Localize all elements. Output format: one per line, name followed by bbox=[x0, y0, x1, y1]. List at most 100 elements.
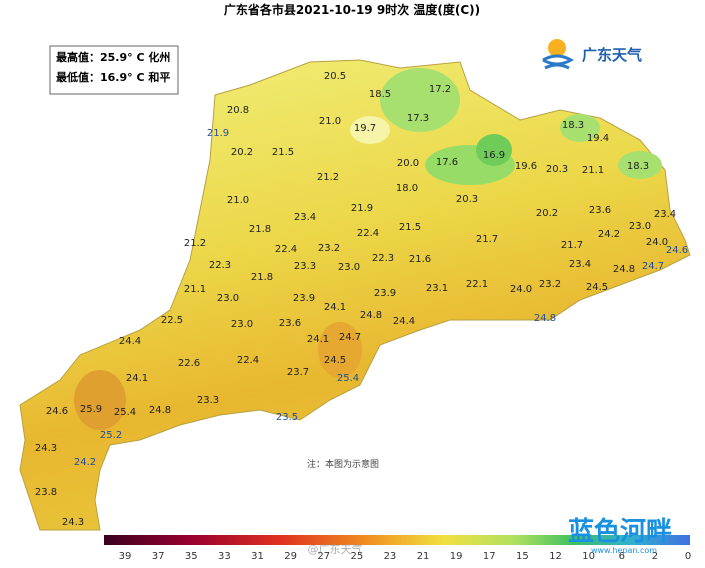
station-value: 23.6 bbox=[279, 318, 301, 329]
station-value: 21.2 bbox=[317, 172, 339, 183]
station-value: 20.3 bbox=[546, 164, 568, 175]
scale-tick-label: 29 bbox=[284, 551, 297, 562]
station-value: 23.0 bbox=[338, 262, 360, 273]
station-value: 22.4 bbox=[357, 228, 379, 239]
station-value: 22.4 bbox=[237, 355, 259, 366]
station-value: 24.1 bbox=[324, 302, 346, 313]
station-value: 22.3 bbox=[209, 260, 231, 271]
cool-region bbox=[476, 134, 512, 166]
station-value: 24.1 bbox=[307, 334, 329, 345]
station-value: 21.1 bbox=[184, 284, 206, 295]
cool-region bbox=[618, 151, 662, 179]
station-value: 23.4 bbox=[294, 212, 316, 223]
station-value: 24.5 bbox=[586, 282, 608, 293]
station-value: 21.5 bbox=[272, 147, 294, 158]
station-value: 21.5 bbox=[399, 222, 421, 233]
station-value: 23.0 bbox=[217, 293, 239, 304]
cool-region bbox=[380, 68, 460, 132]
scale-tick-label: 25 bbox=[350, 551, 363, 562]
scale-tick-label: 19 bbox=[450, 551, 463, 562]
station-value: 20.3 bbox=[456, 194, 478, 205]
note: 注：本图为示意图 bbox=[307, 458, 379, 470]
station-value: 18.5 bbox=[369, 89, 391, 100]
station-value: 20.5 bbox=[324, 71, 346, 82]
station-value: 24.3 bbox=[62, 517, 84, 528]
color-scale bbox=[104, 535, 690, 545]
station-value: 21.1 bbox=[582, 165, 604, 176]
station-value: 23.3 bbox=[197, 395, 219, 406]
station-value: 24.4 bbox=[119, 336, 141, 347]
station-value: 24.0 bbox=[646, 237, 668, 248]
station-value: 19.4 bbox=[587, 133, 609, 144]
scale-tick-label: 23 bbox=[384, 551, 397, 562]
station-value: 24.7 bbox=[339, 332, 361, 343]
station-value: 23.1 bbox=[426, 283, 448, 294]
logo-wave bbox=[542, 54, 575, 70]
station-value: 23.3 bbox=[294, 261, 316, 272]
scale-tick-label: 17 bbox=[483, 551, 496, 562]
station-value: 23.4 bbox=[654, 209, 676, 220]
station-value: 21.9 bbox=[351, 203, 373, 214]
station-value: 24.2 bbox=[598, 229, 620, 240]
station-value: 24.6 bbox=[46, 406, 68, 417]
station-value: 17.2 bbox=[429, 84, 451, 95]
station-value: 24.6 bbox=[666, 245, 688, 256]
scale-tick-label: 31 bbox=[251, 551, 264, 562]
watermark-brand: 蓝色河畔 bbox=[568, 516, 672, 547]
watermark-url: www.hepan.com bbox=[591, 546, 657, 555]
title: 广东省各市县2021-10-19 9时次 温度(度(C)) bbox=[224, 2, 480, 17]
station-value: 24.3 bbox=[35, 443, 57, 454]
station-value: 21.0 bbox=[227, 195, 249, 206]
scale-ticks: 39 37 35 33 31 29 27 25 23 21 19 17 15 12 10 6 2 0 bbox=[119, 551, 692, 562]
warm-region bbox=[74, 370, 126, 430]
scale-tick-label: 35 bbox=[185, 551, 198, 562]
station-value: 22.3 bbox=[372, 253, 394, 264]
station-value: 23.0 bbox=[629, 221, 651, 232]
cool-region bbox=[560, 114, 600, 142]
watermark-weibo: @广东天气 bbox=[308, 542, 363, 556]
station-value: 22.5 bbox=[161, 315, 183, 326]
scale-tick-label: 6 bbox=[619, 551, 625, 562]
station-value: 24.8 bbox=[360, 310, 382, 321]
station-value: 18.3 bbox=[627, 161, 649, 172]
station-value: 21.2 bbox=[184, 238, 206, 249]
station-value: 16.9 bbox=[483, 150, 505, 161]
station-value: 24.8 bbox=[613, 264, 635, 275]
station-value: 20.2 bbox=[536, 208, 558, 219]
station-value: 20.2 bbox=[231, 147, 253, 158]
warm-region bbox=[318, 322, 362, 378]
station-value: 23.8 bbox=[35, 487, 57, 498]
scale-tick-label: 2 bbox=[652, 551, 658, 562]
stats-box bbox=[49, 45, 179, 95]
station-value: 25.9 bbox=[80, 404, 102, 415]
station-value: 21.6 bbox=[409, 254, 431, 265]
province-outline bbox=[19, 59, 691, 531]
station-value: 20.8 bbox=[227, 105, 249, 116]
min-stat: 最低值：16.9° C 和平 bbox=[56, 70, 170, 84]
scale-tick-label: 37 bbox=[152, 551, 165, 562]
station-value: 19.6 bbox=[515, 161, 537, 172]
station-value: 23.4 bbox=[569, 259, 591, 270]
station-value: 24.8 bbox=[149, 405, 171, 416]
mild-region bbox=[350, 116, 390, 144]
station-value: 22.4 bbox=[275, 244, 297, 255]
station-value: 21.7 bbox=[476, 234, 498, 245]
label-layer: 20.518.5 17.220.821.019.717.318.319.421.9… bbox=[35, 71, 688, 528]
max-stat: 最高值：25.9° C 化州 bbox=[56, 50, 170, 64]
station-value: 23.9 bbox=[374, 288, 396, 299]
station-value: 23.9 bbox=[293, 293, 315, 304]
station-value: 24.7 bbox=[642, 261, 664, 272]
station-value: 21.0 bbox=[319, 116, 341, 127]
station-value: 19.7 bbox=[354, 123, 376, 134]
scale-tick-label: 27 bbox=[317, 551, 330, 562]
station-value: 25.4 bbox=[337, 373, 359, 384]
station-value: 24.8 bbox=[534, 313, 556, 324]
station-value: 18.0 bbox=[396, 183, 418, 194]
station-value: 25.4 bbox=[114, 407, 136, 418]
station-value: 24.0 bbox=[510, 284, 532, 295]
scale-tick-label: 10 bbox=[582, 551, 595, 562]
station-value: 21.8 bbox=[251, 272, 273, 283]
scale-tick-label: 39 bbox=[119, 551, 132, 562]
station-value: 22.6 bbox=[178, 358, 200, 369]
